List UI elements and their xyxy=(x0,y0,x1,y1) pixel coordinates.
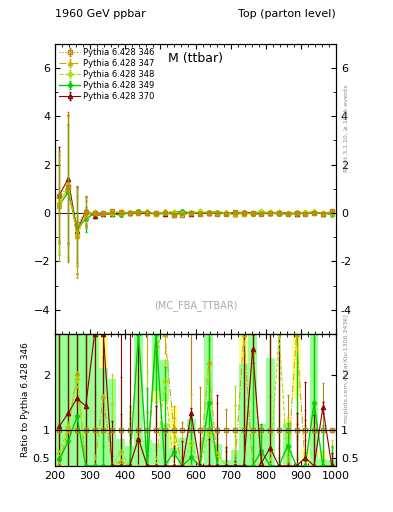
Y-axis label: Ratio to Pythia 6.428 346: Ratio to Pythia 6.428 346 xyxy=(21,343,30,457)
Bar xyxy=(169,406,178,450)
Text: (MC_FBA_TTBAR): (MC_FBA_TTBAR) xyxy=(154,300,237,311)
Bar xyxy=(266,370,275,466)
Bar xyxy=(55,334,64,466)
Bar xyxy=(81,334,90,466)
Bar xyxy=(134,426,143,466)
Bar xyxy=(178,438,187,466)
Bar xyxy=(125,446,134,466)
Bar xyxy=(283,418,292,466)
Bar xyxy=(152,443,160,466)
Bar xyxy=(204,334,213,466)
Bar xyxy=(248,334,257,466)
Bar xyxy=(239,444,248,466)
Bar xyxy=(55,334,64,466)
Bar xyxy=(239,365,248,466)
Bar xyxy=(231,451,239,466)
Bar xyxy=(116,439,125,465)
Bar xyxy=(64,334,73,466)
Bar xyxy=(160,423,169,466)
Bar xyxy=(301,449,310,466)
Legend: Pythia 6.428 346, Pythia 6.428 347, Pythia 6.428 348, Pythia 6.428 349, Pythia 6: Pythia 6.428 346, Pythia 6.428 347, Pyth… xyxy=(57,46,156,103)
Text: mcplots.cern.ch [arXiv:1306.3436]: mcplots.cern.ch [arXiv:1306.3436] xyxy=(344,314,349,423)
Bar xyxy=(310,334,318,466)
Bar xyxy=(204,334,213,414)
Bar xyxy=(73,334,81,466)
Bar xyxy=(292,334,301,397)
Bar xyxy=(310,444,318,466)
Bar xyxy=(99,334,108,466)
Bar xyxy=(222,462,231,466)
Bar xyxy=(318,451,327,466)
Text: Top (parton level): Top (parton level) xyxy=(238,9,336,19)
Bar xyxy=(204,334,213,466)
Bar xyxy=(81,334,90,466)
Bar xyxy=(108,379,116,466)
Bar xyxy=(310,334,318,466)
Bar xyxy=(81,334,90,466)
Bar xyxy=(73,334,81,466)
Bar xyxy=(64,334,73,466)
Bar xyxy=(187,429,196,458)
Text: Rivet 3.1.10, ≥ 100k events: Rivet 3.1.10, ≥ 100k events xyxy=(344,84,349,172)
Bar xyxy=(99,434,108,466)
Text: M (ttbar): M (ttbar) xyxy=(168,52,223,65)
Bar xyxy=(160,359,169,401)
Text: 1960 GeV ppbar: 1960 GeV ppbar xyxy=(55,9,146,19)
Bar xyxy=(213,444,222,464)
Bar xyxy=(239,334,248,374)
Bar xyxy=(231,460,239,466)
Bar xyxy=(116,443,125,466)
Bar xyxy=(143,464,152,466)
Bar xyxy=(178,456,187,466)
Bar xyxy=(73,334,81,466)
Bar xyxy=(90,334,99,466)
Bar xyxy=(283,423,292,466)
Bar xyxy=(152,334,160,402)
Bar xyxy=(257,424,266,466)
Bar xyxy=(99,368,108,466)
Bar xyxy=(55,334,64,466)
Bar xyxy=(64,334,73,466)
Bar xyxy=(318,459,327,466)
Bar xyxy=(152,334,160,391)
Bar xyxy=(187,419,196,466)
Bar xyxy=(266,358,275,466)
Bar xyxy=(222,460,231,466)
Bar xyxy=(108,461,116,466)
Bar xyxy=(248,334,257,466)
Bar xyxy=(327,459,336,466)
Bar xyxy=(134,334,143,347)
Bar xyxy=(134,334,143,466)
Bar xyxy=(143,440,152,466)
Bar xyxy=(169,448,178,457)
